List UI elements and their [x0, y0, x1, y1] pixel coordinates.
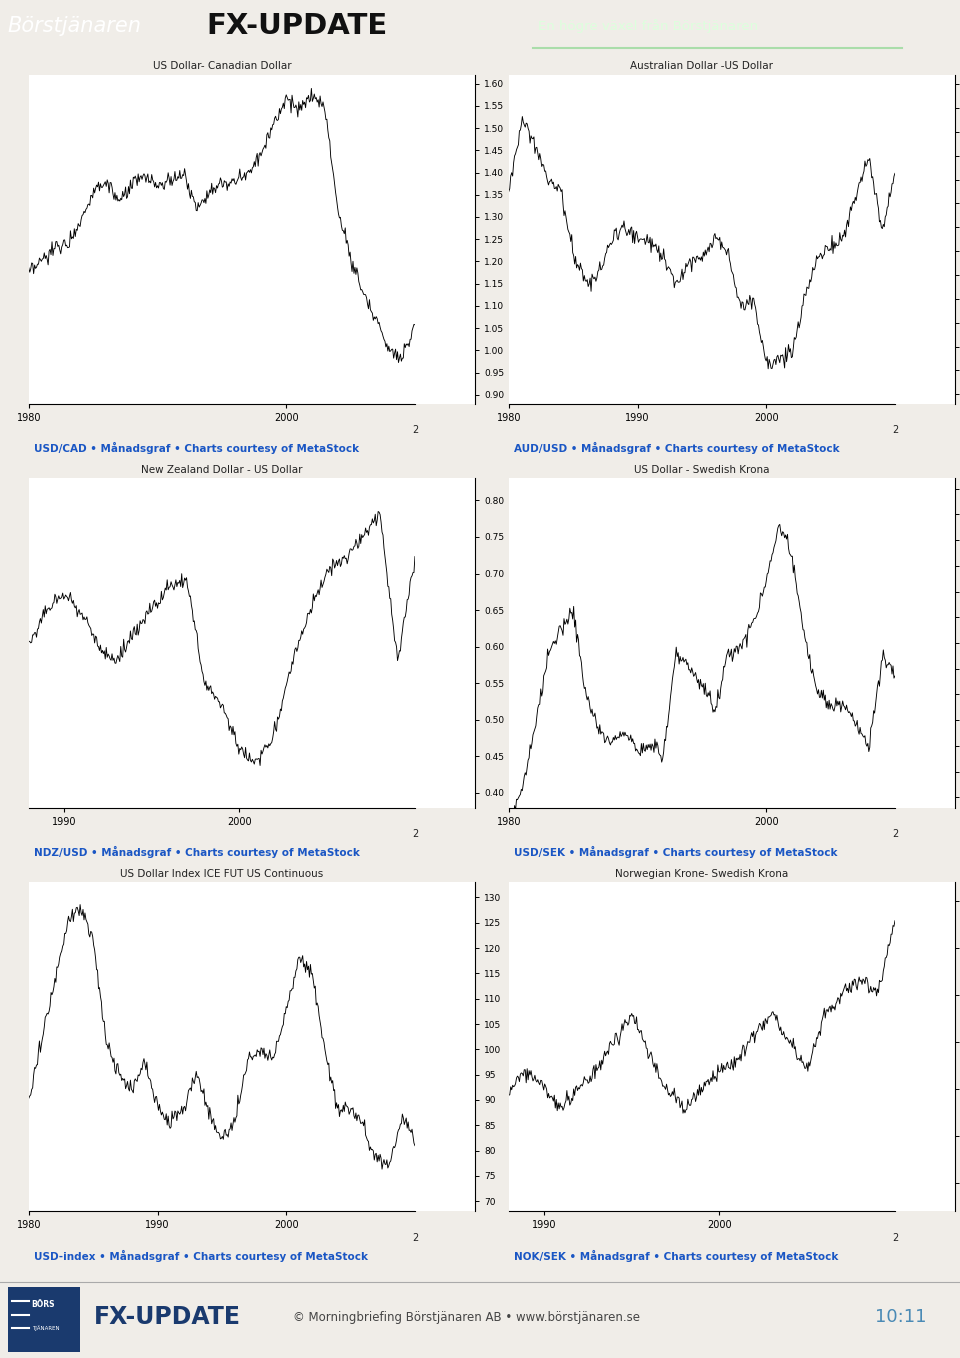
Text: FX-UPDATE: FX-UPDATE: [206, 12, 388, 41]
Title: Norwegian Krone- Swedish Krona: Norwegian Krone- Swedish Krona: [615, 869, 788, 879]
Text: 2: 2: [412, 425, 418, 436]
Title: US Dollar- Canadian Dollar: US Dollar- Canadian Dollar: [153, 61, 291, 71]
Text: FX-UPDATE: FX-UPDATE: [94, 1305, 241, 1329]
Text: En högre växel från Börstjänaren: En högre växel från Börstjänaren: [538, 19, 757, 33]
Title: US Dollar - Swedish Krona: US Dollar - Swedish Krona: [635, 464, 770, 475]
Text: TJÄNAREN: TJÄNAREN: [32, 1325, 60, 1331]
Title: Australian Dollar -US Dollar: Australian Dollar -US Dollar: [631, 61, 774, 71]
Text: BÖRS: BÖRS: [32, 1300, 55, 1309]
Text: 2: 2: [412, 830, 418, 839]
Text: Börstjänaren: Börstjänaren: [8, 16, 142, 37]
Text: 2: 2: [412, 1233, 418, 1243]
Title: US Dollar Index ICE FUT US Continuous: US Dollar Index ICE FUT US Continuous: [120, 869, 324, 879]
Text: USD/SEK • Månadsgraf • Charts courtesy of MetaStock: USD/SEK • Månadsgraf • Charts courtesy o…: [514, 846, 837, 858]
Text: 2: 2: [892, 425, 898, 436]
Title: New Zealand Dollar - US Dollar: New Zealand Dollar - US Dollar: [141, 464, 302, 475]
Text: © Morningbriefing Börstjänaren AB • www.börstjänaren.se: © Morningbriefing Börstjänaren AB • www.…: [293, 1310, 639, 1324]
Text: USD/CAD • Månadsgraf • Charts courtesy of MetaStock: USD/CAD • Månadsgraf • Charts courtesy o…: [34, 441, 359, 454]
Text: NDZ/USD • Månadsgraf • Charts courtesy of MetaStock: NDZ/USD • Månadsgraf • Charts courtesy o…: [34, 846, 360, 858]
Text: 2: 2: [892, 830, 898, 839]
Text: USD-index • Månadsgraf • Charts courtesy of MetaStock: USD-index • Månadsgraf • Charts courtesy…: [34, 1249, 368, 1262]
FancyBboxPatch shape: [8, 1287, 80, 1351]
Text: NOK/SEK • Månadsgraf • Charts courtesy of MetaStock: NOK/SEK • Månadsgraf • Charts courtesy o…: [514, 1249, 838, 1262]
Text: AUD/USD • Månadsgraf • Charts courtesy of MetaStock: AUD/USD • Månadsgraf • Charts courtesy o…: [514, 441, 839, 454]
Text: 2: 2: [892, 1233, 898, 1243]
Text: 10:11: 10:11: [875, 1308, 926, 1325]
